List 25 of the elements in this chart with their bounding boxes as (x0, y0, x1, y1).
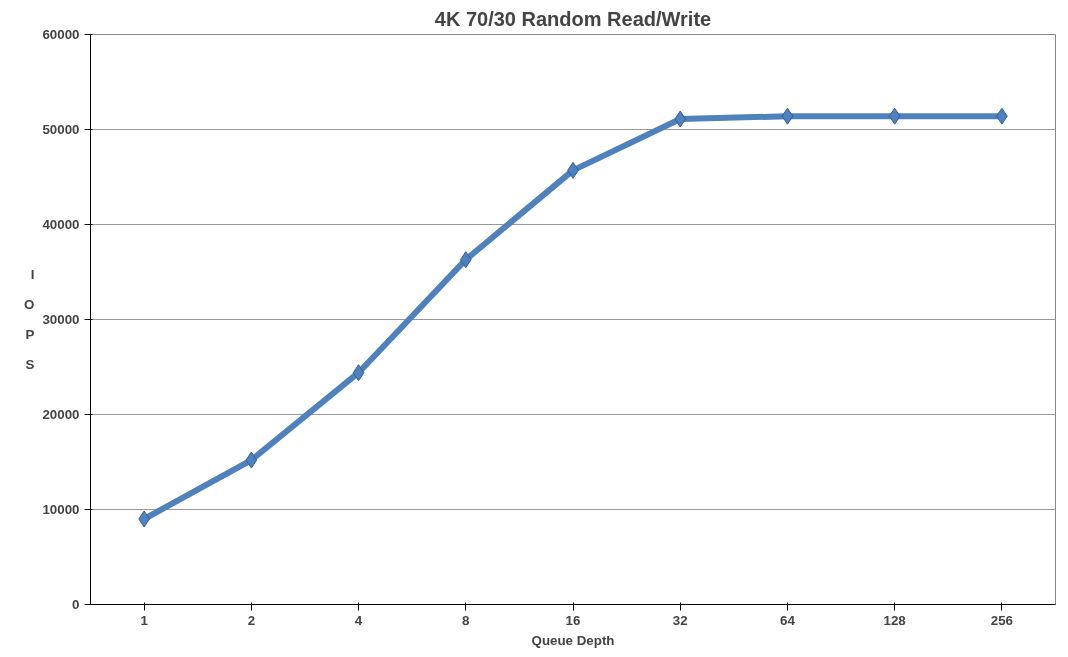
y-tick-label: 40000 (42, 217, 80, 232)
x-tick-label: 1 (140, 612, 149, 628)
x-tick-label: 16 (565, 612, 581, 628)
x-tick-label: 2 (247, 612, 256, 628)
y-axis-title: IOPS (24, 267, 35, 372)
y-tick-label: 50000 (42, 122, 80, 137)
x-tick-label: 256 (990, 612, 1014, 628)
y-tick-label: 0 (72, 597, 80, 612)
point (674, 110, 687, 128)
x-tick-label: 8 (462, 612, 470, 628)
y-tick-label: 10000 (42, 502, 80, 517)
x-axis-title: Queue Depth (531, 632, 615, 648)
point (352, 364, 365, 382)
x-tick-label: 32 (672, 612, 688, 628)
y-tick-label: 60000 (42, 27, 80, 42)
point (888, 107, 901, 125)
y-tick-label: 30000 (42, 312, 80, 327)
y-tick-label: 20000 (42, 407, 80, 422)
chart-title: 4K 70/30 Random Read/Write (434, 7, 712, 30)
point (245, 451, 258, 469)
point (781, 107, 794, 125)
x-tick-label: 4 (354, 612, 363, 628)
point (459, 251, 472, 269)
x-tick-label: 128 (883, 612, 906, 628)
x-tick-label: 64 (780, 612, 796, 628)
